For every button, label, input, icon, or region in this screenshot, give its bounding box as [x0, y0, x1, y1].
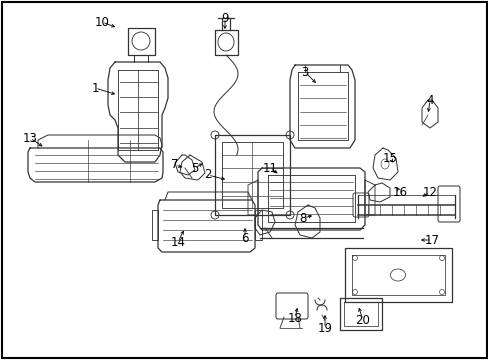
Text: 14: 14 — [170, 235, 185, 248]
Text: 10: 10 — [94, 15, 109, 28]
Text: 16: 16 — [392, 185, 407, 198]
Text: 4: 4 — [426, 94, 433, 107]
Text: 13: 13 — [22, 131, 38, 144]
Text: 12: 12 — [422, 185, 437, 198]
Text: 3: 3 — [301, 66, 308, 78]
Text: 15: 15 — [382, 152, 397, 165]
Text: 6: 6 — [241, 231, 248, 244]
Text: 8: 8 — [299, 211, 306, 225]
Text: 20: 20 — [355, 314, 370, 327]
Text: 2: 2 — [204, 168, 211, 181]
Text: 1: 1 — [91, 81, 99, 94]
Text: 17: 17 — [424, 234, 439, 247]
Text: 7: 7 — [171, 158, 179, 171]
Text: 11: 11 — [262, 162, 277, 175]
Text: 18: 18 — [287, 311, 302, 324]
Text: 5: 5 — [191, 162, 198, 175]
Text: 19: 19 — [317, 321, 332, 334]
Text: 9: 9 — [221, 12, 228, 24]
